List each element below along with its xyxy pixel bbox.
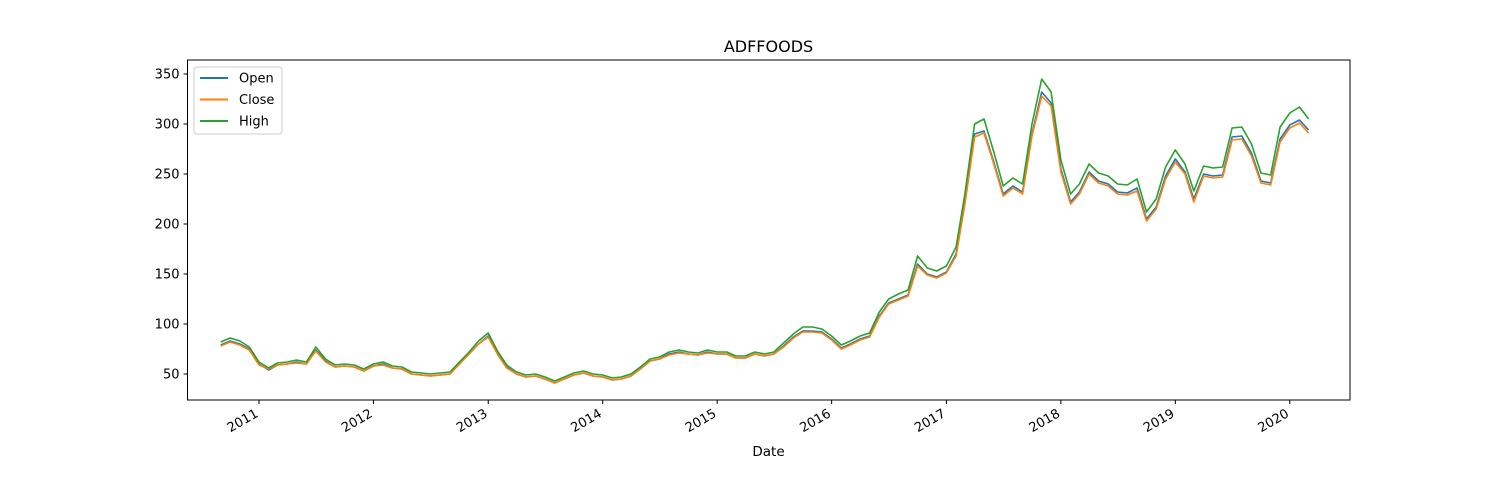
plot-area-frame	[187, 59, 1351, 401]
legend-label-high: High	[239, 115, 269, 130]
y-tick-label: 100	[155, 318, 180, 333]
y-tick-label: 250	[155, 168, 180, 183]
legend-frame	[193, 66, 283, 135]
legend-label-open: Open	[239, 72, 274, 87]
legend-label-close: Close	[239, 93, 274, 108]
series-line-high	[220, 78, 1310, 382]
y-tick-label: 350	[155, 68, 180, 83]
y-axis: 50 100 150 200 250 300 350	[155, 68, 188, 383]
y-tick-label: 300	[155, 118, 180, 133]
legend[interactable]: Open Close High	[193, 66, 283, 135]
x-axis-label: Date	[752, 444, 784, 460]
chart-title: ADFFOODS	[724, 37, 813, 56]
plot-lines	[220, 78, 1310, 384]
series-line-close	[220, 95, 1310, 384]
y-tick-label: 50	[163, 368, 180, 383]
y-tick-label: 150	[155, 268, 180, 283]
y-tick-label: 200	[155, 218, 180, 233]
